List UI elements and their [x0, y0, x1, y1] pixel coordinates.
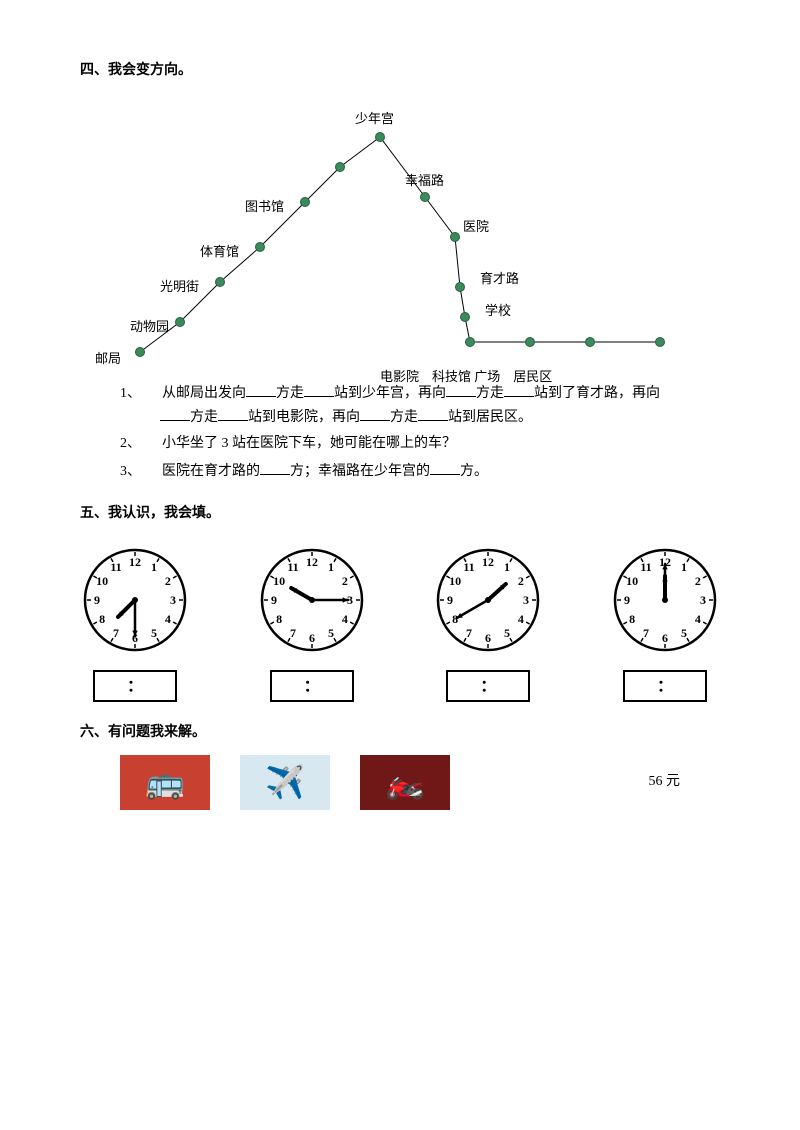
svg-text:6: 6: [309, 631, 315, 645]
svg-text:2: 2: [518, 574, 524, 588]
svg-text:1: 1: [328, 560, 334, 574]
svg-text:10: 10: [273, 574, 285, 588]
svg-text:10: 10: [626, 574, 638, 588]
map-label-guangmingjie: 光明街: [160, 277, 199, 298]
svg-text:5: 5: [504, 626, 510, 640]
svg-text:4: 4: [518, 612, 524, 626]
svg-text:1: 1: [681, 560, 687, 574]
map-label-tiyuguan: 体育馆: [200, 242, 239, 263]
svg-text:11: 11: [464, 560, 475, 574]
price-label: 56 元: [649, 771, 681, 793]
svg-text:8: 8: [629, 612, 635, 626]
svg-text:4: 4: [165, 612, 171, 626]
svg-text:7: 7: [113, 626, 119, 640]
svg-text:10: 10: [96, 574, 108, 588]
svg-text:4: 4: [695, 612, 701, 626]
svg-text:5: 5: [681, 626, 687, 640]
svg-text:5: 5: [328, 626, 334, 640]
svg-text:2: 2: [342, 574, 348, 588]
svg-text:3: 3: [170, 593, 176, 607]
svg-text:11: 11: [640, 560, 651, 574]
bus-icon: 🚌: [120, 755, 210, 810]
section-5-title: 五、我认识，我会填。: [80, 503, 720, 525]
q4-2: 2、 小华坐了 3 站在医院下车，她可能在哪上的车？: [120, 433, 720, 455]
q4-3: 3、 医院在育才路的方；幸福路在少年宫的方。: [120, 460, 720, 483]
map-label-youju: 邮局: [95, 349, 121, 370]
svg-text:11: 11: [287, 560, 298, 574]
q4-1: 1、 从邮局出发向方走站到少年宫，再向方走站到了育才路，再向 方走站到电影院，再…: [120, 382, 720, 429]
clock-1: 123456789101112：: [80, 545, 190, 702]
clock-4: 123456789101112：: [610, 545, 720, 702]
svg-text:3: 3: [700, 593, 706, 607]
svg-text:1: 1: [504, 560, 510, 574]
section-4-title: 四、我会变方向。: [80, 60, 720, 82]
time-input-4[interactable]: ：: [623, 670, 707, 702]
svg-text:6: 6: [662, 631, 668, 645]
svg-text:3: 3: [523, 593, 529, 607]
svg-text:10: 10: [449, 574, 461, 588]
svg-text:9: 9: [624, 593, 630, 607]
time-input-1[interactable]: ：: [93, 670, 177, 702]
plane-icon: ✈️: [240, 755, 330, 810]
svg-text:12: 12: [129, 555, 141, 569]
svg-text:2: 2: [695, 574, 701, 588]
time-input-3[interactable]: ：: [446, 670, 530, 702]
svg-text:2: 2: [165, 574, 171, 588]
map-label-yiyuan: 医院: [463, 217, 489, 238]
section-6-title: 六、有问题我来解。: [80, 722, 720, 744]
svg-text:8: 8: [99, 612, 105, 626]
motorcycle-icon: 🏍️: [360, 755, 450, 810]
svg-text:11: 11: [110, 560, 121, 574]
svg-text:7: 7: [643, 626, 649, 640]
time-input-2[interactable]: ：: [270, 670, 354, 702]
map-label-dongwuyuan: 动物园: [130, 317, 169, 338]
svg-text:5: 5: [151, 626, 157, 640]
map-label-xingfulu: 幸福路: [405, 171, 444, 192]
clock-3: 123456789101112：: [433, 545, 543, 702]
direction-diagram: 邮局动物园光明街体育馆图书馆少年宫幸福路医院育才路学校电影院 科技馆 广场 居民…: [80, 92, 680, 372]
clocks-row: 123456789101112：123456789101112：12345678…: [80, 545, 720, 702]
map-label-tushuguan: 图书馆: [245, 197, 284, 218]
svg-text:12: 12: [306, 555, 318, 569]
svg-text:1: 1: [151, 560, 157, 574]
map-bottom-labels: 电影院 科技馆 广场 居民区: [380, 367, 552, 388]
svg-text:8: 8: [276, 612, 282, 626]
svg-text:9: 9: [271, 593, 277, 607]
svg-text:9: 9: [447, 593, 453, 607]
svg-text:4: 4: [342, 612, 348, 626]
svg-text:7: 7: [290, 626, 296, 640]
clock-2: 123456789101112：: [257, 545, 367, 702]
map-label-shaoniangong: 少年宫: [355, 109, 394, 130]
map-label-yucailu: 育才路: [480, 269, 519, 290]
svg-text:7: 7: [466, 626, 472, 640]
map-label-xuexiao: 学校: [485, 301, 511, 322]
vehicles-row: 🚌 ✈️ 🏍️ 56 元: [120, 755, 720, 810]
svg-text:9: 9: [94, 593, 100, 607]
svg-text:6: 6: [485, 631, 491, 645]
svg-text:12: 12: [482, 555, 494, 569]
